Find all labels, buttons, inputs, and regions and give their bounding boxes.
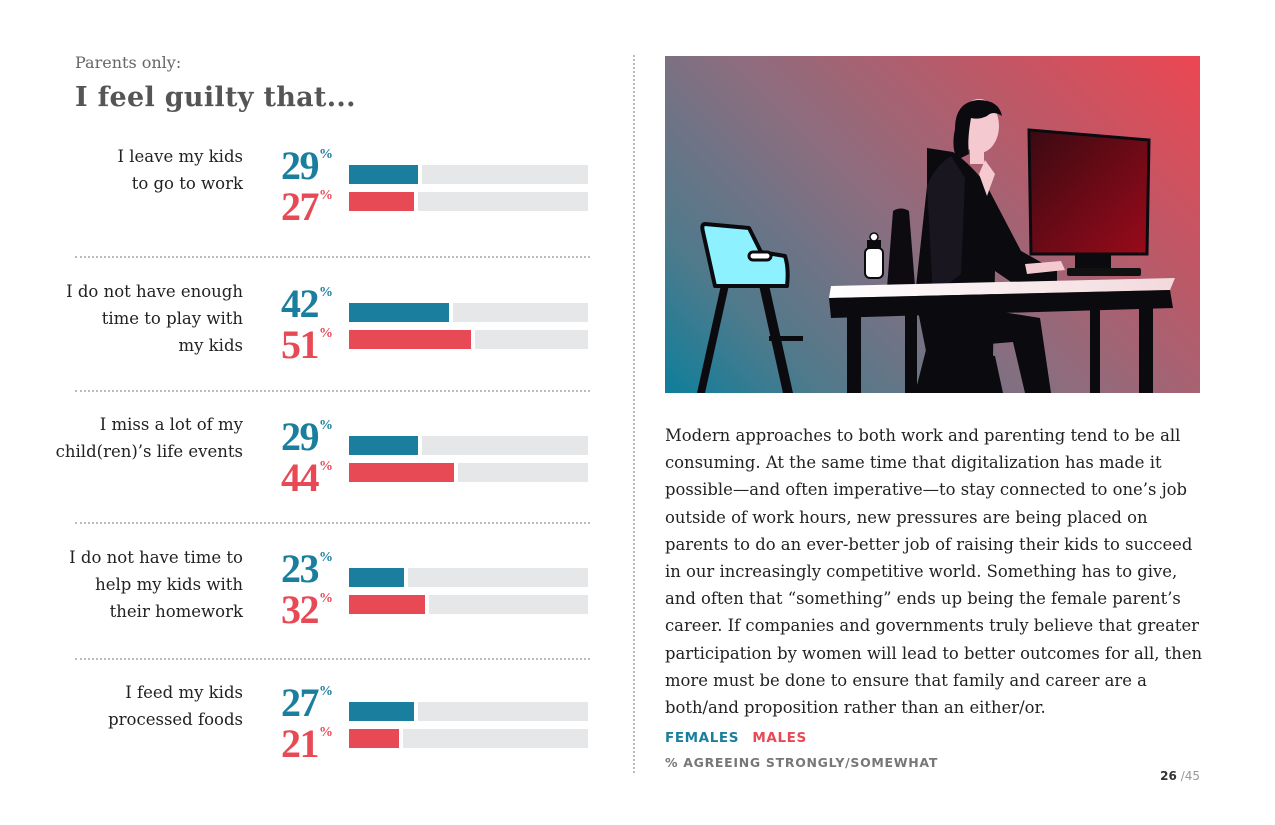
category-label-line: I miss a lot of my [99, 415, 243, 434]
bar-group [349, 702, 588, 748]
value-number: 27 [281, 184, 320, 229]
value-number: 44 [281, 455, 320, 500]
category-label: I do not have enough time to play with my … [53, 278, 243, 359]
value-number: 21 [281, 721, 320, 766]
bar-females [349, 436, 418, 455]
value-label-males: 32% [273, 590, 333, 630]
bar-track [418, 702, 588, 721]
chart-subtitle: Parents only: [75, 53, 182, 72]
page-current: 26 [1160, 769, 1177, 783]
category-label-line: child(ren)’s life events [55, 442, 243, 461]
chart-row: I do not have time to help my kids with th… [60, 543, 590, 633]
value-label-females: 23% [273, 549, 333, 589]
value-label-males: 51% [273, 325, 333, 365]
value-number: 29 [281, 143, 320, 188]
percent-symbol: % [319, 459, 333, 474]
percent-symbol: % [319, 725, 333, 740]
bar-track [418, 192, 588, 211]
row-divider [75, 390, 590, 392]
value-label-males: 27% [273, 187, 333, 227]
category-label: I leave my kids to go to work [53, 143, 244, 197]
category-label: I miss a lot of my child(ren)’s life even… [53, 411, 243, 465]
value-number: 51 [281, 322, 320, 367]
bar-females [349, 165, 418, 184]
bar-females [349, 303, 449, 322]
column-divider [633, 55, 635, 773]
value-number: 27 [281, 680, 320, 725]
category-label-line: I feed my kids [125, 683, 243, 702]
page-number: 26 /45 [1160, 769, 1200, 783]
value-number: 23 [281, 546, 320, 591]
value-label-females: 42% [273, 284, 333, 324]
percent-symbol: % [319, 684, 333, 699]
bar-track [453, 303, 588, 322]
percent-symbol: % [319, 418, 333, 433]
value-label-males: 21% [273, 724, 333, 764]
value-number: 42 [281, 281, 320, 326]
bar-males [349, 330, 471, 349]
value-label-females: 29% [273, 146, 333, 186]
bar-group [349, 165, 588, 211]
bar-track [403, 729, 588, 748]
row-divider [75, 522, 590, 524]
bar-track [429, 595, 588, 614]
category-label: I feed my kids processed foods [53, 679, 243, 733]
value-label-females: 27% [273, 683, 333, 723]
article-paragraph: Modern approaches to both work and paren… [665, 426, 1203, 718]
chart-row: I leave my kids to go to work 29% 27% [60, 140, 590, 230]
percent-symbol: % [319, 285, 333, 300]
office-illustration [665, 56, 1200, 393]
bar-males [349, 192, 414, 211]
legend: FEMALES MALES [665, 730, 807, 746]
value-number: 32 [281, 587, 320, 632]
bar-group [349, 436, 588, 482]
bar-group [349, 303, 588, 349]
category-label-line: help my kids with [95, 575, 243, 594]
bar-track [458, 463, 588, 482]
bar-males [349, 729, 399, 748]
chart-row: I miss a lot of my child(ren)’s life even… [56, 411, 590, 501]
bar-males [349, 463, 454, 482]
row-divider [75, 256, 590, 258]
value-number: 29 [281, 414, 320, 459]
chart-title: I feel guilty that... [75, 82, 356, 113]
percent-symbol: % [319, 591, 333, 606]
category-label-line: my kids [178, 336, 243, 355]
legend-males: MALES [752, 730, 807, 746]
bar-track [408, 568, 588, 587]
percent-symbol: % [319, 326, 333, 341]
category-label-line: processed foods [108, 710, 243, 729]
category-label-line: their homework [109, 602, 243, 621]
bar-track [422, 436, 588, 455]
category-label: I do not have time to help my kids with th… [53, 544, 243, 625]
value-label-males: 44% [273, 458, 333, 498]
value-label-females: 29% [273, 417, 333, 457]
chart-row: I do not have enough time to play with my … [60, 278, 590, 368]
category-label-line: I do not have time to [69, 548, 243, 567]
page-total: /45 [1180, 769, 1200, 783]
category-label-line: I do not have enough [66, 282, 243, 301]
legend-note: % AGREEING STRONGLY/SOMEWHAT [665, 755, 939, 770]
bar-males [349, 595, 425, 614]
bar-track [422, 165, 588, 184]
row-divider [75, 658, 590, 660]
bar-females [349, 568, 404, 587]
bar-group [349, 568, 588, 614]
percent-symbol: % [319, 147, 333, 162]
chart-row: I feed my kids processed foods 27% 21% [60, 677, 590, 767]
percent-symbol: % [319, 188, 333, 203]
bar-track [475, 330, 588, 349]
legend-females: FEMALES [665, 730, 740, 746]
bar-females [349, 702, 414, 721]
category-label-line: time to play with [101, 309, 243, 328]
category-label-line: to go to work [131, 174, 243, 193]
category-label-line: I leave my kids [117, 147, 244, 166]
percent-symbol: % [319, 550, 333, 565]
